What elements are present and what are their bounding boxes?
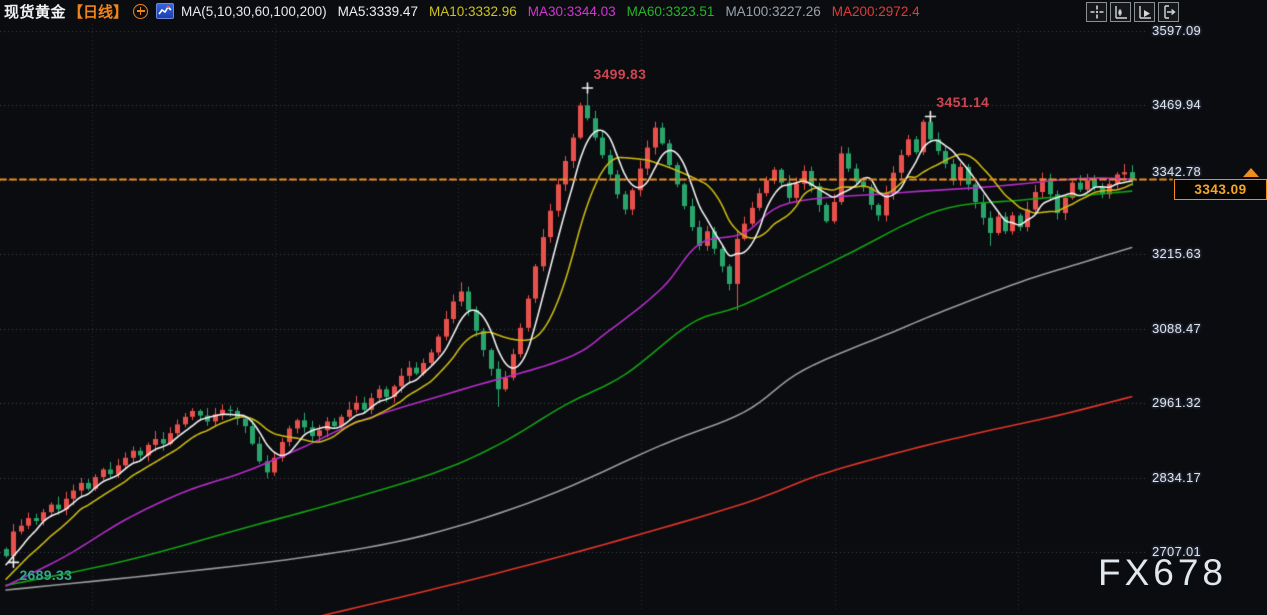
ma-legend-item: MA10:3332.96 bbox=[428, 3, 517, 19]
high-price-annotation: 3451.14 bbox=[936, 94, 990, 111]
price-axis-label: 3215.63 bbox=[1152, 246, 1202, 262]
ma-legend: MA5:3339.47 MA10:3332.96 MA30:3344.03 MA60:… bbox=[327, 4, 920, 19]
price-axis-label: 3469.94 bbox=[1152, 97, 1202, 113]
scale-left-button[interactable] bbox=[1110, 2, 1131, 22]
price-axis-label: 2961.32 bbox=[1152, 395, 1202, 411]
latest-price-arrow-icon bbox=[1243, 168, 1259, 177]
ma-legend-item: MA200:2972.4 bbox=[831, 3, 920, 19]
circle-plus-icon[interactable] bbox=[133, 3, 149, 19]
ma-legend-item: MA5:3339.47 bbox=[337, 3, 418, 19]
ma-overlay-label: MA(5,10,30,60,100,200) bbox=[181, 3, 327, 19]
symbol-title: 现货黄金 bbox=[4, 3, 67, 21]
fx678-watermark: FX678 bbox=[1098, 552, 1228, 593]
ma-legend-item: MA30:3344.03 bbox=[527, 3, 616, 19]
chart-thumbnail-icon[interactable] bbox=[156, 3, 175, 19]
price-axis-label: 3597.09 bbox=[1152, 23, 1202, 38]
low-price-annotation: 2689.33 bbox=[19, 567, 73, 584]
ma-legend-item: MA100:3227.26 bbox=[725, 3, 821, 19]
latest-price-value: 3343.09 bbox=[1194, 182, 1247, 197]
header-bar: 现货黄金 【日线】 MA(5,10,30,60,100,200) MA5:333… bbox=[0, 0, 1267, 22]
high-price-annotation: 3499.83 bbox=[593, 65, 647, 82]
scale-right-button[interactable] bbox=[1134, 2, 1155, 22]
ma-legend-item: MA60:3323.51 bbox=[626, 3, 715, 19]
price-axis-label: 2834.17 bbox=[1152, 469, 1202, 485]
pan-tool-button[interactable] bbox=[1086, 2, 1107, 22]
chart-toolbar bbox=[1086, 2, 1179, 22]
latest-price-tag: 3343.09 bbox=[1174, 179, 1267, 200]
price-axis-label: 3088.47 bbox=[1152, 320, 1202, 336]
shift-right-button[interactable] bbox=[1158, 2, 1179, 22]
period-label: 【日线】 bbox=[68, 3, 129, 21]
price-axis-label: 2707.01 bbox=[1152, 544, 1202, 559]
price-axis-label: 3342.78 bbox=[1152, 163, 1202, 179]
